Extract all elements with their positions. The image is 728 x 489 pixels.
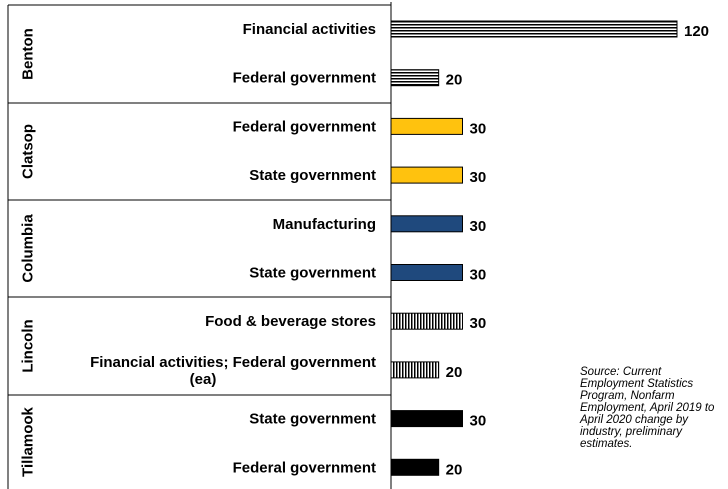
category-label: State government xyxy=(249,265,376,282)
county-label-benton: Benton xyxy=(20,28,37,80)
bar xyxy=(390,117,463,135)
county-label-tillamook: Tillamook xyxy=(20,406,37,476)
data-label: 30 xyxy=(470,218,487,235)
bar xyxy=(390,458,440,476)
category-label: Manufacturing xyxy=(273,216,376,233)
bar xyxy=(390,69,440,87)
bar xyxy=(390,410,463,428)
bar xyxy=(390,20,678,38)
data-label: 20 xyxy=(446,72,463,89)
data-label: 30 xyxy=(470,315,487,332)
data-label: 30 xyxy=(470,120,487,137)
category-label: Federal government xyxy=(233,118,376,135)
bar xyxy=(390,312,463,330)
data-label: 20 xyxy=(446,364,463,381)
county-label-lincoln: Lincoln xyxy=(20,319,37,372)
bar xyxy=(390,166,463,184)
category-label: Federal government xyxy=(233,70,376,87)
data-label: 30 xyxy=(470,169,487,186)
county-label-columbia: Columbia xyxy=(20,214,37,283)
county-label-clatsop: Clatsop xyxy=(20,124,37,179)
category-label: State government xyxy=(249,411,376,428)
bar xyxy=(390,361,440,379)
category-label: Federal government xyxy=(233,459,376,476)
category-label: Food & beverage stores xyxy=(205,313,376,330)
bar xyxy=(390,264,463,281)
data-label: 120 xyxy=(684,23,709,40)
category-label: Financial activities xyxy=(243,21,376,38)
data-label: 20 xyxy=(446,461,463,478)
category-label: Financial activities; Federal government… xyxy=(90,354,376,388)
category-label: State government xyxy=(249,167,376,184)
data-label: 30 xyxy=(470,267,487,284)
source-note: Source: Current Employment Statistics Pr… xyxy=(580,366,715,450)
bar xyxy=(390,215,463,233)
data-label: 30 xyxy=(470,413,487,430)
